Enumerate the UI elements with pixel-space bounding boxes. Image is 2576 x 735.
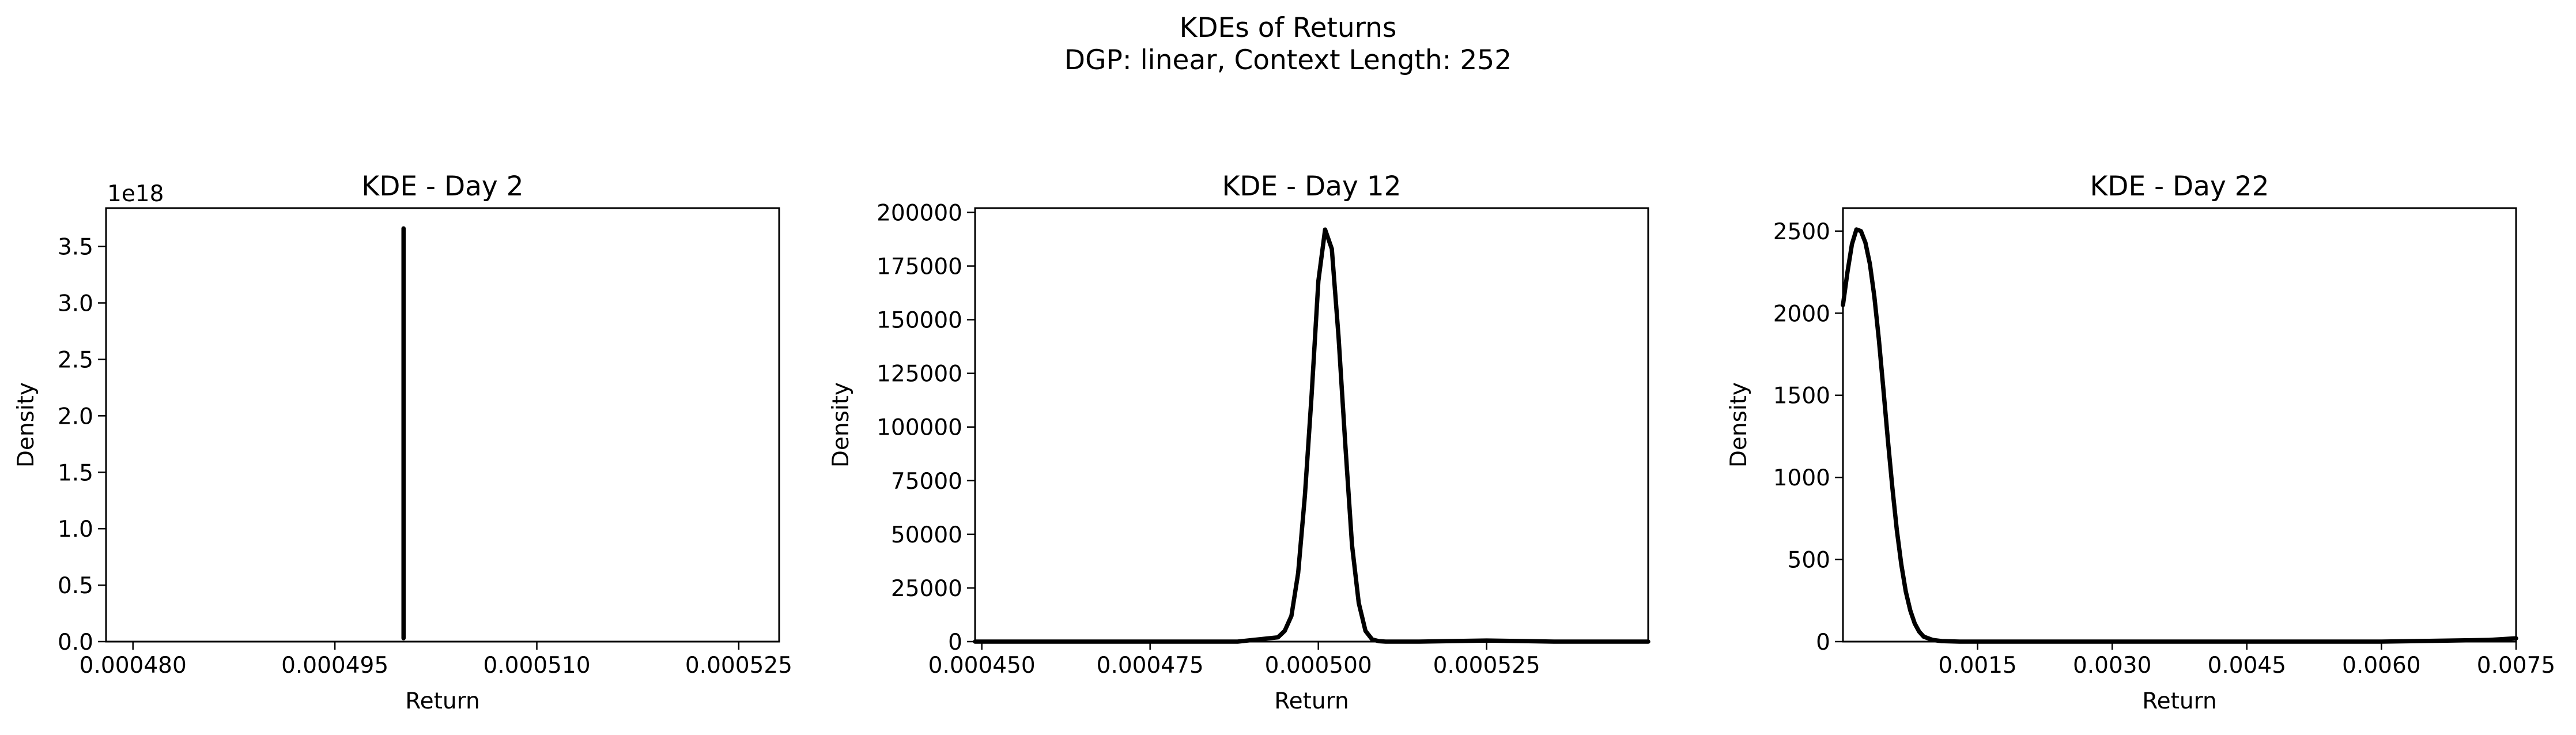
panel-1-y-tick-label: 0.0 — [58, 630, 93, 655]
panel-2-y-tick-label: 125000 — [877, 361, 962, 387]
panel-1-y-tick-label: 1.0 — [58, 517, 93, 542]
panel-3-x-tick-label: 0.0060 — [2342, 653, 2420, 679]
panel-2-x-tick-label: 0.000500 — [1265, 653, 1372, 679]
panel-1-x-axis-label: Return — [405, 688, 479, 714]
panel-3-y-tick-label: 0 — [1816, 630, 1830, 655]
panel-2-y-tick-label: 75000 — [891, 469, 962, 495]
panel-2-x-axis-label: Return — [1274, 688, 1349, 714]
panel-1-y-axis-label: Density — [13, 382, 39, 468]
panel-1-x-tick-label: 0.000480 — [80, 653, 187, 679]
panel-2-y-tick-label: 150000 — [877, 308, 962, 334]
panel-2-y-tick-label: 25000 — [891, 576, 962, 602]
panel-2-y-tick-label: 175000 — [877, 254, 962, 280]
panel-3-axes-frame — [1842, 207, 2517, 643]
panel-3-y-axis-label: Density — [1726, 382, 1752, 468]
panel-1-y-tick-label: 2.0 — [58, 404, 93, 429]
panel-1-y-tick-label: 3.5 — [58, 235, 93, 261]
panel-3-x-tick-label: 0.0015 — [1938, 653, 2016, 679]
panel-3-y-tick-label: 2500 — [1773, 219, 1830, 245]
panel-2-y-axis-label: Density — [828, 382, 854, 468]
kde-day-22-panel: 0.0015 0.0030 0.0045 0.0060 0.0075 0 500 1000 15… — [1726, 171, 2555, 714]
panel-2-x-tick-label: 0.000525 — [1433, 653, 1540, 679]
panel-2-y-tick-label: 0 — [948, 630, 962, 655]
kde-day-2-panel: 0.000480 0.000495 0.000510 0.000525 0.0 0.5 1.… — [13, 171, 792, 714]
panel-3-x-axis-label: Return — [2142, 688, 2216, 714]
panel-1-title: KDE - Day 2 — [361, 171, 523, 202]
panel-1-y-tick-label: 0.5 — [58, 573, 93, 599]
panel-1-axes-frame — [105, 207, 780, 643]
panel-3-x-tick-label: 0.0030 — [2073, 653, 2151, 679]
panel-1-y-tick-label: 1.5 — [58, 460, 93, 486]
panel-1-y-offset-text: 1e18 — [107, 181, 164, 207]
panel-2-x-tick-label: 0.000450 — [928, 653, 1036, 679]
panel-2-y-tick-label: 200000 — [877, 200, 962, 226]
panel-3-y-tick-label: 1000 — [1773, 465, 1830, 491]
panel-1-y-tick-label: 3.0 — [58, 291, 93, 317]
kde-day-12-panel: 0.000450 0.000475 0.000500 0.000525 0 25000 50… — [828, 171, 1650, 714]
panel-2-y-tick-label: 100000 — [877, 415, 962, 441]
panel-1-x-tick-label: 0.000525 — [685, 653, 792, 679]
panel-3-x-tick-label: 0.0075 — [2477, 653, 2555, 679]
panel-1-y-tick-label: 2.5 — [58, 347, 93, 373]
panel-3-title: KDE - Day 22 — [2090, 171, 2269, 202]
panel-2-y-tick-label: 50000 — [891, 522, 962, 548]
panel-3-y-tick-label: 1500 — [1773, 383, 1830, 409]
panel-3-x-tick-label: 0.0045 — [2208, 653, 2286, 679]
panel-1-x-tick-label: 0.000510 — [483, 653, 590, 679]
panel-2-x-tick-label: 0.000475 — [1097, 653, 1204, 679]
panel-2-axes-frame — [974, 207, 1649, 643]
panel-2-title: KDE - Day 12 — [1222, 171, 1401, 202]
figure-subtitle: DGP: linear, Context Length: 252 — [1064, 44, 1512, 76]
figure-title: KDEs of Returns — [1180, 12, 1397, 44]
panel-3-y-tick-label: 500 — [1788, 548, 1830, 574]
panel-3-y-tick-label: 2000 — [1773, 301, 1830, 327]
panel-1-x-tick-label: 0.000495 — [281, 653, 388, 679]
